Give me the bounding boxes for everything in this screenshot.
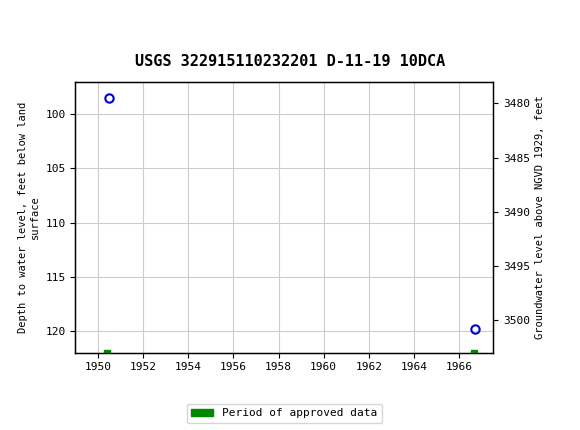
Y-axis label: Groundwater level above NGVD 1929, feet: Groundwater level above NGVD 1929, feet (535, 95, 545, 339)
Legend: Period of approved data: Period of approved data (187, 404, 382, 423)
Text: ≋USGS: ≋USGS (12, 16, 93, 36)
Y-axis label: Depth to water level, feet below land
surface: Depth to water level, feet below land su… (19, 101, 40, 333)
Text: USGS 322915110232201 D-11-19 10DCA: USGS 322915110232201 D-11-19 10DCA (135, 54, 445, 69)
